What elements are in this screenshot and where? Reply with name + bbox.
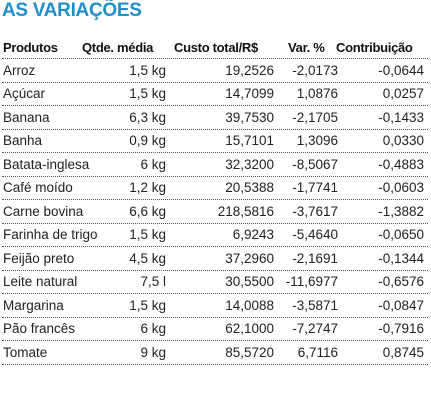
header-qty: Qtde. média	[82, 40, 154, 55]
table-body: Arroz 1,5 kg 19,2526 -2,0173 -0,0644 Açúcar 1,…	[2, 59, 428, 365]
cell-qty: 1,5 kg	[129, 227, 166, 243]
cell-cost: 32,3200	[225, 156, 274, 172]
cell-var: -1,7741	[292, 180, 338, 196]
header-var: Var. %	[288, 40, 325, 55]
table-row: Café moído 1,2 kg 20,5388 -1,7741 -0,0603	[2, 177, 428, 200]
cell-product: Farinha de trigo	[3, 227, 98, 243]
cell-var: -7,2747	[292, 321, 338, 337]
cell-cost: 15,7101	[225, 133, 274, 149]
cell-cost: 6,9243	[232, 227, 274, 243]
cell-qty: 0,9 kg	[129, 133, 166, 149]
cell-var: -5,4640	[292, 227, 338, 243]
variations-table: Produtos Qtde. média Custo total/R$ Var.…	[2, 37, 428, 365]
cell-contrib: -0,6576	[378, 274, 424, 290]
cell-qty: 1,5 kg	[129, 86, 166, 102]
cell-contrib: -0,1344	[378, 250, 424, 266]
cell-product: Pão francês	[3, 321, 76, 337]
cell-contrib: 0,8745	[382, 344, 424, 360]
cell-contrib: 0,0257	[382, 86, 424, 102]
table-row: Banana 6,3 kg 39,7530 -2,1705 -0,1433	[2, 106, 428, 130]
cell-cost: 14,0088	[225, 297, 274, 313]
cell-cost: 19,2526	[225, 62, 274, 78]
cell-cost: 20,5388	[225, 180, 274, 196]
table-row: Arroz 1,5 kg 19,2526 -2,0173 -0,0644	[2, 59, 428, 83]
cell-qty: 6 kg	[140, 156, 166, 172]
cell-product: Banha	[3, 133, 43, 149]
cell-contrib: 0,0330	[382, 133, 424, 149]
cell-product: Tomate	[3, 344, 48, 360]
table-row: Feijão preto 4,5 kg 37,2960 -2,1691 -0,1344	[2, 247, 428, 271]
table-header: Produtos Qtde. média Custo total/R$ Var.…	[2, 37, 428, 59]
cell-var: -2,1691	[292, 250, 338, 266]
cell-product: Margarina	[3, 297, 64, 313]
cell-qty: 6,6 kg	[129, 203, 166, 219]
cell-cost: 62,1000	[225, 321, 274, 337]
table-title: AS VARIAÇÕES	[2, 0, 142, 21]
cell-cost: 14,7099	[225, 86, 274, 102]
cell-qty: 6,3 kg	[129, 109, 166, 125]
table-row: Carne bovina 6,6 kg 218,5816 -3,7617 -1,3882	[2, 200, 428, 224]
cell-contrib: -1,3882	[378, 203, 424, 219]
cell-qty: 6 kg	[140, 321, 166, 337]
cell-qty: 9 kg	[140, 344, 166, 360]
cell-cost: 218,5816	[217, 203, 274, 219]
cell-product: Café moído	[3, 180, 73, 196]
cell-var: -2,1705	[292, 109, 338, 125]
table-row: Batata-inglesa 6 kg 32,3200 -8,5067 -0,4883	[2, 153, 428, 177]
header-product: Produtos	[3, 40, 58, 55]
table-row: Tomate 9 kg 85,5720 6,7116 0,8745	[2, 341, 428, 365]
cell-qty: 1,5 kg	[129, 62, 166, 78]
header-cost: Custo total/R$	[174, 40, 258, 55]
cell-contrib: -0,1433	[378, 109, 424, 125]
cell-qty: 4,5 kg	[129, 250, 166, 266]
cell-qty: 7,5 l	[140, 274, 166, 290]
table-row: Banha 0,9 kg 15,7101 1,3096 0,0330	[2, 130, 428, 153]
cell-qty: 1,2 kg	[129, 180, 166, 196]
cell-contrib: -0,0847	[378, 297, 424, 313]
cell-cost: 39,7530	[225, 109, 274, 125]
cell-product: Banana	[3, 109, 50, 125]
table-row: Açúcar 1,5 kg 14,7099 1,0876 0,0257	[2, 83, 428, 106]
cell-contrib: -0,0603	[378, 180, 424, 196]
header-contrib: Contribuição	[336, 40, 413, 55]
cell-cost: 30,5500	[225, 274, 274, 290]
table-row: Pão francês 6 kg 62,1000 -7,2747 -0,7916	[2, 318, 428, 341]
cell-contrib: -0,0644	[378, 62, 424, 78]
cell-var: -2,0173	[292, 62, 338, 78]
cell-product: Açúcar	[3, 86, 46, 102]
table-row: Margarina 1,5 kg 14,0088 -3,5871 -0,0847	[2, 294, 428, 318]
cell-var: 1,0876	[296, 86, 338, 102]
cell-contrib: -0,0650	[378, 227, 424, 243]
cell-var: 1,3096	[296, 133, 338, 149]
cell-var: -3,7617	[292, 203, 338, 219]
cell-var: -8,5067	[292, 156, 338, 172]
cell-product: Leite natural	[3, 274, 78, 290]
cell-contrib: -0,4883	[378, 156, 424, 172]
cell-product: Feijão preto	[3, 250, 75, 266]
cell-cost: 37,2960	[225, 250, 274, 266]
cell-product: Batata-inglesa	[3, 156, 90, 172]
cell-var: -3,5871	[292, 297, 338, 313]
cell-var: 6,7116	[297, 344, 338, 360]
cell-product: Arroz	[3, 62, 36, 78]
cell-qty: 1,5 kg	[129, 297, 166, 313]
cell-contrib: -0,7916	[378, 321, 424, 337]
cell-cost: 85,5720	[225, 344, 274, 360]
table-row: Farinha de trigo 1,5 kg 6,9243 -5,4640 -0,06…	[2, 224, 428, 247]
cell-var: -11,6977	[285, 274, 338, 290]
cell-product: Carne bovina	[3, 203, 84, 219]
table-row: Leite natural 7,5 l 30,5500 -11,6977 -0,6576	[2, 271, 428, 294]
